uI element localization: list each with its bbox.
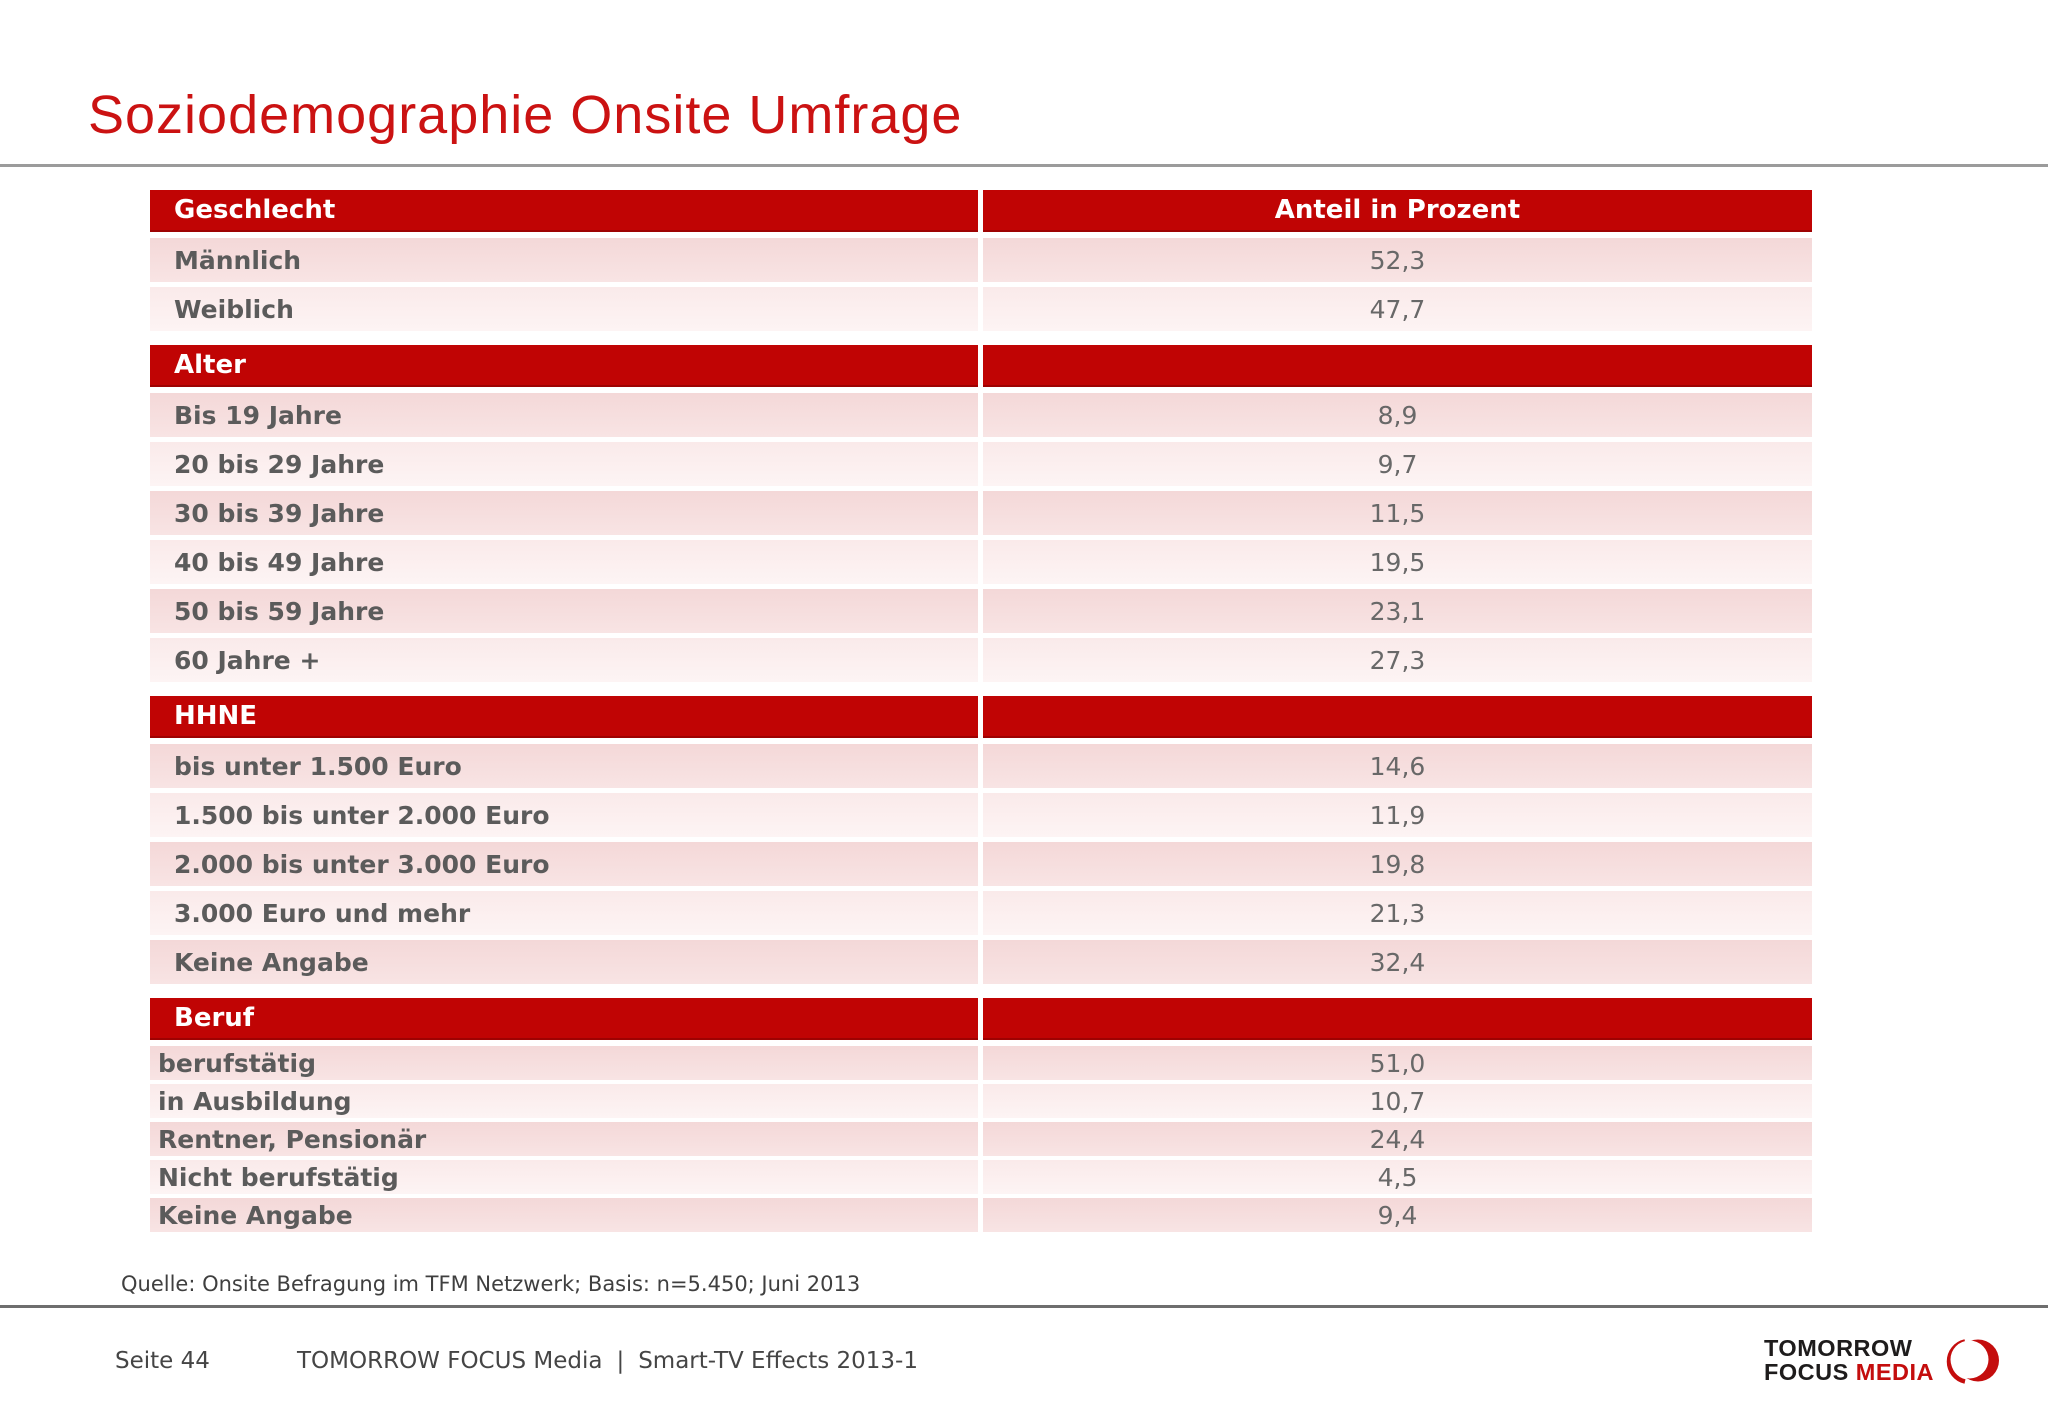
row-value: 23,1: [983, 589, 1812, 633]
row-value: 24,4: [983, 1122, 1812, 1156]
table-row-hhne-0: bis unter 1.500 Euro 14,6: [150, 744, 1812, 788]
row-label: Keine Angabe: [150, 940, 978, 984]
row-label: 30 bis 39 Jahre: [150, 491, 978, 535]
row-label: Männlich: [150, 238, 978, 282]
table-row-alter-4: 50 bis 59 Jahre 23,1: [150, 589, 1812, 633]
table-row-hhne-4: Keine Angabe 32,4: [150, 940, 1812, 984]
table-row-beruf-0: berufstätig 51,0: [150, 1046, 1812, 1080]
row-value: 11,5: [983, 491, 1812, 535]
section-header-spacer-hhne: [983, 696, 1812, 738]
title-divider: [0, 164, 2048, 167]
brand-logo: TOMORROW FOCUS MEDIA: [1764, 1334, 2002, 1386]
row-value: 14,6: [983, 744, 1812, 788]
footer-brand: TOMORROW FOCUS Media: [297, 1348, 603, 1374]
row-label: 1.500 bis unter 2.000 Euro: [150, 793, 978, 837]
row-value: 47,7: [983, 287, 1812, 331]
row-value: 4,5: [983, 1160, 1812, 1194]
table-row-alter-3: 40 bis 49 Jahre 19,5: [150, 540, 1812, 584]
demographics-table: Geschlecht Anteil in Prozent Männlich 52,3 W…: [150, 190, 1812, 1246]
crescent-circle-icon: [1946, 1339, 2000, 1384]
row-label: 2.000 bis unter 3.000 Euro: [150, 842, 978, 886]
row-label: 20 bis 29 Jahre: [150, 442, 978, 486]
table-row-hhne-1: 1.500 bis unter 2.000 Euro 11,9: [150, 793, 1812, 837]
section-header-beruf: Beruf: [150, 998, 1812, 1040]
table-row-beruf-3: Nicht berufstätig 4,5: [150, 1160, 1812, 1194]
logo-line-focus-media: FOCUS MEDIA: [1764, 1360, 1934, 1384]
table-row-beruf-2: Rentner, Pensionär 24,4: [150, 1122, 1812, 1156]
table-row-alter-5: 60 Jahre +27,3: [150, 638, 1812, 682]
row-value: 21,3: [983, 891, 1812, 935]
row-label: berufstätig: [150, 1046, 978, 1080]
logo-text: TOMORROW FOCUS MEDIA: [1764, 1336, 1934, 1384]
table-row-beruf-1: in Ausbildung 10,7: [150, 1084, 1812, 1118]
row-label: in Ausbildung: [150, 1084, 978, 1118]
row-value: 52,3: [983, 238, 1812, 282]
row-label: bis unter 1.500 Euro: [150, 744, 978, 788]
row-label: 60 Jahre +: [150, 638, 978, 682]
row-label: Nicht berufstätig: [150, 1160, 978, 1194]
source-note: Quelle: Onsite Befragung im TFM Netzwerk…: [121, 1272, 861, 1296]
value-column-header: Anteil in Prozent: [983, 190, 1812, 232]
table-row-hhne-3: 3.000 Euro und mehr 21,3: [150, 891, 1812, 935]
table-section-alter: Alter Bis 19 Jahre 8,9 20 bis 29 Jahre 9,7 30…: [150, 345, 1812, 682]
row-label: Bis 19 Jahre: [150, 393, 978, 437]
row-value: 9,7: [983, 442, 1812, 486]
footer-separator: |: [616, 1348, 625, 1374]
section-header-hhne: HHNE: [150, 696, 1812, 738]
row-value: 9,4: [983, 1198, 1812, 1232]
footer: Seite 44 TOMORROW FOCUS Media | Smart-TV E…: [0, 1348, 2048, 1382]
row-value: 8,9: [983, 393, 1812, 437]
logo-line-tomorrow: TOMORROW: [1764, 1335, 1913, 1361]
row-label: Keine Angabe: [150, 1198, 978, 1232]
section-header-label-hhne: HHNE: [150, 696, 978, 738]
section-header-spacer-alter: [983, 345, 1812, 387]
row-label: 50 bis 59 Jahre: [150, 589, 978, 633]
row-value: 32,4: [983, 940, 1812, 984]
table-section-hhne: HHNE bis unter 1.500 Euro 14,6 1.500 bis un…: [150, 696, 1812, 984]
table-section-geschlecht: Geschlecht Anteil in Prozent Männlich 52,3 W…: [150, 190, 1812, 331]
logo-focus-label: FOCUS: [1764, 1359, 1849, 1385]
row-value: 19,8: [983, 842, 1812, 886]
row-value: 51,0: [983, 1046, 1812, 1080]
row-value: 19,5: [983, 540, 1812, 584]
footer-doc-title: Smart-TV Effects 2013-1: [638, 1348, 918, 1374]
table-row-hhne-2: 2.000 bis unter 3.000 Euro 19,8: [150, 842, 1812, 886]
footer-divider: [0, 1305, 2048, 1308]
row-label: Weiblich: [150, 287, 978, 331]
row-label: 40 bis 49 Jahre: [150, 540, 978, 584]
section-header-geschlecht: Geschlecht Anteil in Prozent: [150, 190, 1812, 232]
section-header-alter: Alter: [150, 345, 1812, 387]
table-row-alter-0: Bis 19 Jahre 8,9: [150, 393, 1812, 437]
row-value: 10,7: [983, 1084, 1812, 1118]
row-value: 27,3: [983, 638, 1812, 682]
footer-main: TOMORROW FOCUS Media | Smart-TV Effects 20…: [297, 1348, 918, 1374]
section-header-spacer-beruf: [983, 998, 1812, 1040]
table-row-geschlecht-0: Männlich 52,3: [150, 238, 1812, 282]
page-title: Soziodemographie Onsite Umfrage: [88, 85, 963, 145]
logo-media-label: MEDIA: [1855, 1359, 1935, 1385]
table-row-geschlecht-1: Weiblich 47,7: [150, 287, 1812, 331]
row-label: 3.000 Euro und mehr: [150, 891, 978, 935]
section-header-label-alter: Alter: [150, 345, 978, 387]
table-row-alter-2: 30 bis 39 Jahre 11,5: [150, 491, 1812, 535]
section-header-label-geschlecht: Geschlecht: [150, 190, 978, 232]
page-number: Seite 44: [115, 1348, 210, 1374]
row-label: Rentner, Pensionär: [150, 1122, 978, 1156]
section-header-label-beruf: Beruf: [150, 998, 978, 1040]
table-row-beruf-4: Keine Angabe 9,4: [150, 1198, 1812, 1232]
row-value: 11,9: [983, 793, 1812, 837]
table-section-beruf: Beruf berufstätig 51,0 in Ausbildung 10,7 Ren…: [150, 998, 1812, 1232]
table-row-alter-1: 20 bis 29 Jahre 9,7: [150, 442, 1812, 486]
